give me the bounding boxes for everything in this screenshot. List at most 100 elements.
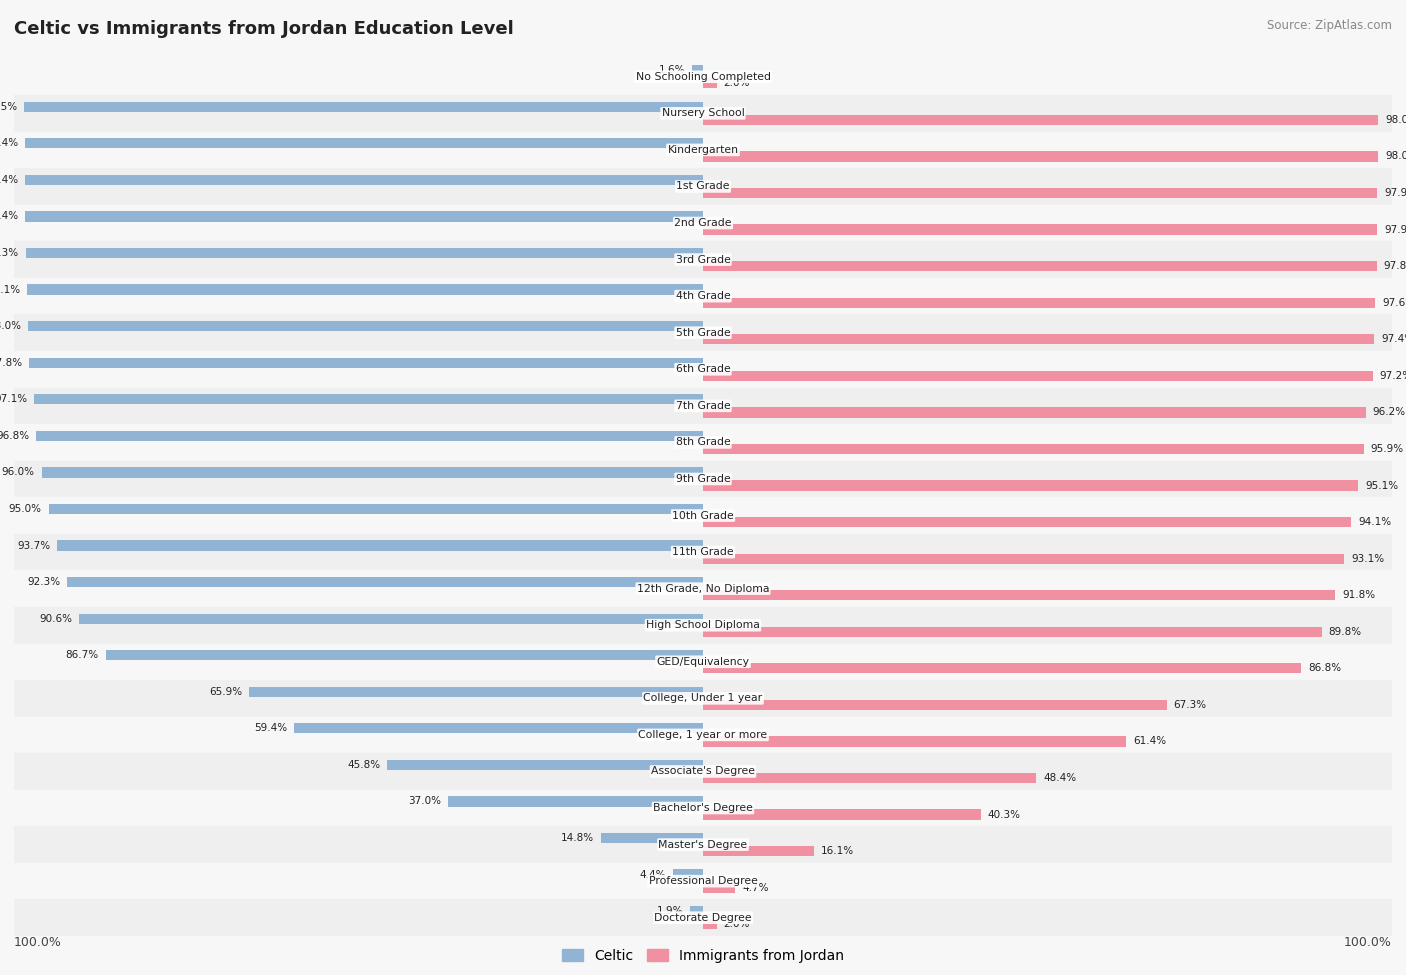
Bar bbox=[48, 504, 703, 514]
Bar bbox=[14, 424, 1392, 461]
Text: 2nd Grade: 2nd Grade bbox=[675, 218, 731, 228]
Bar bbox=[672, 870, 703, 879]
Bar bbox=[703, 370, 1372, 381]
Text: 1.9%: 1.9% bbox=[657, 906, 683, 916]
Text: 67.3%: 67.3% bbox=[1174, 700, 1206, 710]
Bar bbox=[14, 899, 1392, 936]
Text: GED/Equivalency: GED/Equivalency bbox=[657, 657, 749, 667]
Bar bbox=[28, 321, 703, 332]
Text: 4th Grade: 4th Grade bbox=[676, 292, 730, 301]
Text: 40.3%: 40.3% bbox=[987, 809, 1021, 820]
Text: 100.0%: 100.0% bbox=[1344, 936, 1392, 949]
Text: College, 1 year or more: College, 1 year or more bbox=[638, 730, 768, 740]
Bar bbox=[14, 753, 1392, 790]
Text: 61.4%: 61.4% bbox=[1133, 736, 1166, 747]
Text: 98.0%: 98.0% bbox=[1385, 115, 1406, 125]
Bar bbox=[703, 846, 814, 856]
Text: 100.0%: 100.0% bbox=[14, 936, 62, 949]
Bar bbox=[703, 919, 717, 929]
Bar bbox=[692, 65, 703, 75]
Text: 95.9%: 95.9% bbox=[1371, 444, 1403, 454]
Bar bbox=[703, 809, 980, 820]
Text: Master's Degree: Master's Degree bbox=[658, 839, 748, 849]
Text: 7th Grade: 7th Grade bbox=[676, 401, 730, 410]
Text: 6th Grade: 6th Grade bbox=[676, 365, 730, 374]
Bar bbox=[42, 467, 703, 478]
Text: Nursery School: Nursery School bbox=[662, 108, 744, 118]
Text: 5th Grade: 5th Grade bbox=[676, 328, 730, 337]
Bar bbox=[703, 481, 1358, 490]
Legend: Celtic, Immigrants from Jordan: Celtic, Immigrants from Jordan bbox=[557, 944, 849, 968]
Text: 9th Grade: 9th Grade bbox=[676, 474, 730, 484]
Text: 97.2%: 97.2% bbox=[1379, 370, 1406, 381]
Bar bbox=[249, 686, 703, 697]
Bar bbox=[14, 497, 1392, 533]
Text: 12th Grade, No Diploma: 12th Grade, No Diploma bbox=[637, 584, 769, 594]
Text: 98.0%: 98.0% bbox=[0, 321, 21, 332]
Text: 95.0%: 95.0% bbox=[8, 504, 42, 514]
Text: 98.0%: 98.0% bbox=[1385, 151, 1406, 162]
Text: 96.8%: 96.8% bbox=[0, 431, 30, 441]
Bar bbox=[14, 58, 1392, 96]
Bar bbox=[14, 96, 1392, 132]
Bar bbox=[24, 101, 703, 112]
Bar bbox=[703, 882, 735, 893]
Bar bbox=[25, 248, 703, 258]
Text: 91.8%: 91.8% bbox=[1343, 590, 1375, 601]
Text: 94.1%: 94.1% bbox=[1358, 517, 1392, 527]
Bar bbox=[703, 115, 1378, 125]
Text: 98.1%: 98.1% bbox=[0, 285, 20, 294]
Bar bbox=[25, 212, 703, 221]
Text: 98.5%: 98.5% bbox=[0, 101, 17, 112]
Text: 98.4%: 98.4% bbox=[0, 212, 18, 221]
Bar bbox=[600, 833, 703, 843]
Text: 45.8%: 45.8% bbox=[347, 760, 381, 770]
Text: High School Diploma: High School Diploma bbox=[647, 620, 759, 630]
Text: 4.4%: 4.4% bbox=[640, 870, 666, 879]
Bar bbox=[703, 663, 1301, 674]
Bar bbox=[14, 681, 1392, 717]
Bar bbox=[14, 863, 1392, 899]
Bar bbox=[703, 627, 1322, 637]
Bar bbox=[703, 78, 717, 89]
Text: 10th Grade: 10th Grade bbox=[672, 511, 734, 521]
Text: 92.3%: 92.3% bbox=[27, 577, 60, 587]
Bar bbox=[14, 826, 1392, 863]
Bar bbox=[105, 650, 703, 660]
Text: 86.8%: 86.8% bbox=[1308, 663, 1341, 674]
Text: 11th Grade: 11th Grade bbox=[672, 547, 734, 557]
Bar bbox=[703, 297, 1375, 308]
Text: 93.1%: 93.1% bbox=[1351, 554, 1385, 564]
Bar bbox=[67, 577, 703, 587]
Text: Doctorate Degree: Doctorate Degree bbox=[654, 913, 752, 922]
Text: 16.1%: 16.1% bbox=[821, 846, 853, 856]
Text: No Schooling Completed: No Schooling Completed bbox=[636, 72, 770, 82]
Text: Source: ZipAtlas.com: Source: ZipAtlas.com bbox=[1267, 20, 1392, 32]
Text: 2.0%: 2.0% bbox=[724, 919, 749, 929]
Bar bbox=[703, 444, 1364, 454]
Bar bbox=[79, 613, 703, 624]
Text: 97.8%: 97.8% bbox=[1384, 261, 1406, 271]
Text: College, Under 1 year: College, Under 1 year bbox=[644, 693, 762, 703]
Bar bbox=[294, 723, 703, 733]
Bar bbox=[14, 314, 1392, 351]
Bar bbox=[703, 261, 1376, 271]
Bar bbox=[37, 431, 703, 441]
Text: 93.7%: 93.7% bbox=[17, 540, 51, 551]
Text: 98.3%: 98.3% bbox=[0, 248, 18, 258]
Bar bbox=[703, 700, 1167, 710]
Bar bbox=[14, 242, 1392, 278]
Text: 89.8%: 89.8% bbox=[1329, 627, 1361, 637]
Text: 37.0%: 37.0% bbox=[408, 797, 441, 806]
Text: 98.4%: 98.4% bbox=[0, 175, 18, 185]
Text: Associate's Degree: Associate's Degree bbox=[651, 766, 755, 776]
Bar bbox=[14, 533, 1392, 570]
Text: 65.9%: 65.9% bbox=[209, 686, 242, 697]
Text: 59.4%: 59.4% bbox=[253, 723, 287, 733]
Text: 97.8%: 97.8% bbox=[0, 358, 22, 368]
Text: 2.0%: 2.0% bbox=[724, 78, 749, 89]
Bar bbox=[14, 351, 1392, 387]
Bar bbox=[14, 132, 1392, 168]
Bar bbox=[14, 717, 1392, 753]
Bar bbox=[703, 408, 1365, 417]
